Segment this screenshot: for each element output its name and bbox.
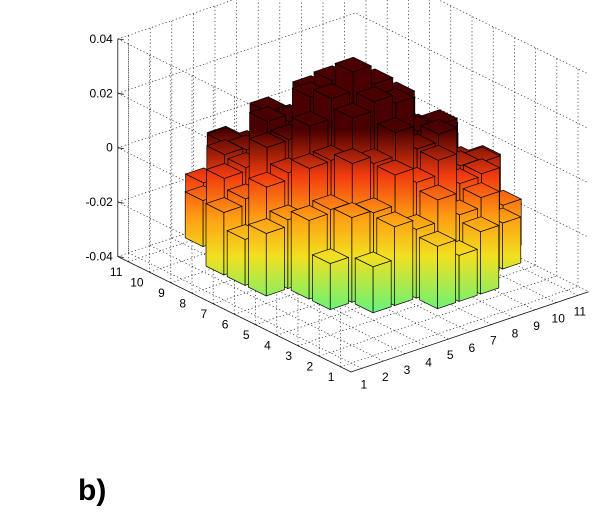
bar-top bbox=[461, 216, 500, 233]
z-tick-label: 0.02 bbox=[89, 86, 113, 100]
x-tick-label: 1 bbox=[360, 377, 367, 391]
bar-face bbox=[437, 239, 456, 310]
bar-top bbox=[205, 163, 244, 179]
bar-top bbox=[333, 102, 372, 119]
bar-top bbox=[354, 251, 393, 268]
floor-gridline bbox=[319, 275, 557, 357]
bar-top bbox=[248, 106, 287, 122]
axis-line bbox=[117, 256, 589, 373]
x-tick-label: 8 bbox=[512, 326, 519, 340]
bar-top bbox=[291, 110, 329, 127]
x-tick-label: 9 bbox=[533, 319, 540, 333]
y-tick-label: 1 bbox=[328, 370, 335, 384]
bar-face bbox=[502, 216, 522, 270]
bar-top bbox=[419, 184, 457, 201]
bar bbox=[418, 230, 457, 310]
y-tick-label: 9 bbox=[158, 286, 165, 300]
x-tick-label: 11 bbox=[574, 304, 587, 318]
bar-face bbox=[290, 210, 310, 300]
z-tick-label: -0.02 bbox=[85, 195, 113, 209]
bar-face bbox=[372, 260, 392, 314]
bar-face bbox=[419, 236, 438, 310]
bar-top bbox=[290, 205, 329, 221]
bar-top bbox=[334, 56, 373, 73]
bar-top bbox=[354, 197, 393, 214]
bar-face bbox=[394, 220, 414, 306]
bar bbox=[354, 251, 393, 314]
wall-gridline bbox=[117, 67, 589, 184]
y-tick-label: 11 bbox=[110, 265, 123, 279]
bar-face bbox=[458, 248, 478, 302]
y-tick-label: 4 bbox=[264, 338, 271, 352]
panel-label: b) bbox=[78, 474, 106, 507]
bar-top bbox=[420, 109, 459, 126]
bar-top bbox=[355, 86, 394, 103]
bar-top bbox=[312, 83, 351, 99]
bar-top bbox=[249, 96, 287, 113]
z-tick-label: -0.04 bbox=[85, 250, 113, 264]
y-tick-label: 2 bbox=[307, 359, 314, 373]
bar-top bbox=[247, 218, 286, 234]
y-tick-label: 5 bbox=[243, 328, 250, 342]
x-tick-label: 7 bbox=[490, 334, 497, 348]
z-tick-label: 0.04 bbox=[89, 32, 113, 46]
bar-top bbox=[375, 211, 414, 228]
bar-top bbox=[376, 159, 415, 176]
tick-labels: 0.040.020-0.02-0.04123456789101112345678… bbox=[85, 32, 586, 391]
bar-face bbox=[480, 225, 500, 295]
x-tick-label: 2 bbox=[382, 370, 389, 384]
y-tick-label: 7 bbox=[201, 307, 208, 321]
bar-top bbox=[333, 148, 372, 164]
bar bbox=[311, 248, 350, 311]
bar-top bbox=[462, 158, 501, 175]
bar-top bbox=[248, 132, 287, 148]
x-tick-label: 10 bbox=[552, 312, 566, 326]
z-tick-mark bbox=[117, 201, 124, 204]
bar-face bbox=[265, 226, 285, 297]
bar-top bbox=[419, 118, 458, 135]
z-tick-mark bbox=[117, 38, 124, 41]
bar-face bbox=[184, 191, 204, 248]
bar-top bbox=[462, 182, 501, 198]
wall-gridline bbox=[117, 0, 589, 75]
y-tick-label: 10 bbox=[130, 275, 144, 289]
bar-top bbox=[247, 171, 286, 188]
floor-gridline bbox=[340, 286, 579, 368]
x-tick-label: 6 bbox=[468, 341, 475, 355]
bar-face bbox=[226, 230, 246, 286]
bar-top bbox=[376, 117, 415, 133]
bars-group bbox=[184, 56, 523, 314]
bar-face bbox=[205, 203, 225, 276]
z-tick-mark bbox=[117, 256, 124, 258]
y-tick-label: 6 bbox=[222, 317, 229, 331]
z-tick-mark bbox=[117, 147, 124, 150]
x-tick-label: 3 bbox=[404, 363, 411, 377]
bar-top bbox=[205, 139, 244, 155]
y-tick-label: 3 bbox=[285, 349, 292, 363]
bar-face bbox=[312, 254, 331, 311]
bar-top bbox=[333, 202, 371, 218]
bar-top bbox=[419, 144, 458, 161]
x-tick-label: 4 bbox=[425, 355, 432, 369]
wall-gridline bbox=[117, 12, 589, 129]
bar-top bbox=[418, 230, 457, 247]
bar-face bbox=[354, 257, 374, 314]
z-tick-mark bbox=[117, 92, 124, 95]
z-tick-label: 0 bbox=[106, 141, 113, 155]
bar-face bbox=[329, 257, 349, 311]
bar-face bbox=[248, 224, 267, 297]
floor-gridline bbox=[150, 245, 384, 362]
bar-top bbox=[290, 153, 329, 169]
bar bbox=[247, 218, 286, 297]
bar-top bbox=[311, 248, 350, 264]
x-tick-label: 5 bbox=[447, 348, 454, 362]
bar-top bbox=[205, 197, 243, 213]
y-tick-label: 8 bbox=[179, 296, 186, 310]
